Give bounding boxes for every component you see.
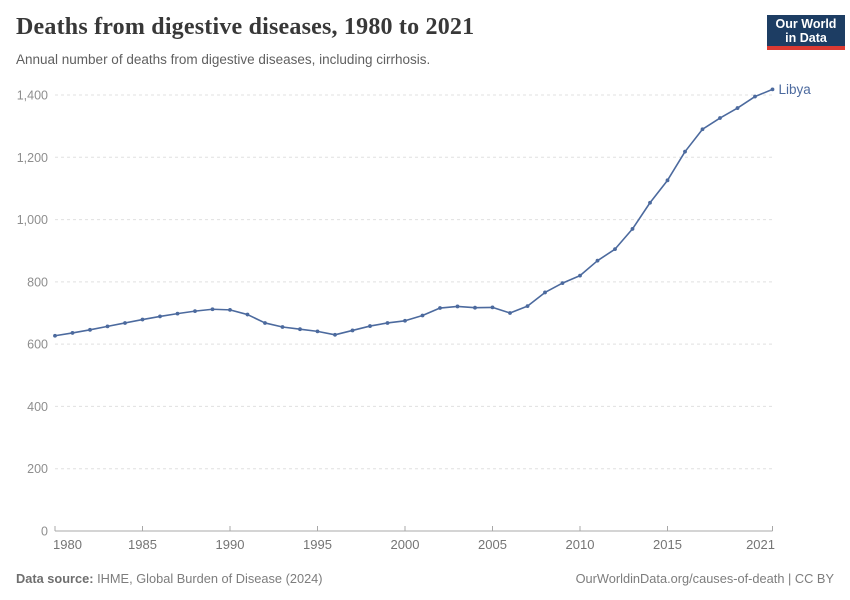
data-point [70,331,75,335]
footer-link[interactable]: OurWorldinData.org/causes-of-death [575,571,785,586]
y-tick-label: 600 [27,338,48,352]
y-tick-label: 1,200 [17,151,48,165]
data-point [490,305,495,310]
data-source-label: Data source: [16,571,94,586]
data-point [280,325,285,329]
footer: Data source: IHME, Global Burden of Dise… [16,571,834,586]
data-point [420,313,425,318]
data-point [770,87,775,92]
data-source-text: IHME, Global Burden of Disease (2024) [93,571,323,586]
logo-text-line1: Our World [775,16,837,31]
x-tick-label: 1995 [303,537,332,552]
x-tick-label: 2005 [478,537,507,552]
x-tick-label: 2021 [746,537,775,552]
data-point [53,333,57,338]
data-point [368,324,372,328]
x-tick-label: 2015 [653,537,682,552]
x-tick-label: 2010 [566,537,595,552]
data-point [683,149,687,154]
owid-logo: Our World in Data [767,15,845,50]
data-point [630,227,635,231]
data-point [613,247,617,252]
data-point [403,318,407,323]
data-point [245,312,250,317]
data-point [543,290,547,295]
data-point [578,273,582,278]
data-point [88,327,92,332]
data-point [595,258,600,263]
footer-credit: OurWorldinData.org/causes-of-death | CC … [576,571,834,586]
y-tick-label: 1,000 [17,213,48,227]
data-point [560,281,565,286]
data-point [228,307,232,312]
footer-license: CC BY [794,571,834,586]
data-point [175,311,180,316]
data-point [525,304,530,309]
footer-separator: | [784,571,795,586]
data-point [385,321,390,325]
data-line [54,88,773,337]
y-tick-label: 400 [27,400,48,414]
data-point [753,94,757,99]
y-tick-label: 1,400 [17,89,48,103]
data-point [105,324,110,329]
y-tick-label: 800 [27,275,48,289]
y-tick-label: 0 [41,525,48,539]
data-source: Data source: IHME, Global Burden of Dise… [16,571,323,586]
chart-subtitle: Annual number of deaths from digestive d… [16,52,431,67]
data-point [333,332,337,337]
logo-text-line2: in Data [785,30,827,45]
data-point [455,304,460,309]
series-end-label: Libya [779,82,812,97]
x-tick-label: 1985 [128,537,157,552]
data-point [263,321,267,325]
data-point [473,305,477,310]
data-point [648,200,652,205]
data-point [665,178,670,183]
data-point [508,311,512,315]
data-point [350,328,355,333]
data-point [438,306,442,310]
y-tick-label: 200 [27,462,48,476]
data-point [298,327,302,332]
page-title: Deaths from digestive diseases, 1980 to … [16,14,475,40]
data-point [123,321,127,325]
x-tick-label: 1980 [53,537,82,552]
data-point [140,317,145,322]
x-tick-label: 1990 [216,537,245,552]
data-point [158,314,162,319]
data-point [700,127,705,132]
data-point [718,116,722,120]
data-point [315,329,320,334]
data-point [193,309,197,314]
data-point [735,106,740,110]
x-tick-label: 2000 [391,537,420,552]
data-point [210,307,215,312]
